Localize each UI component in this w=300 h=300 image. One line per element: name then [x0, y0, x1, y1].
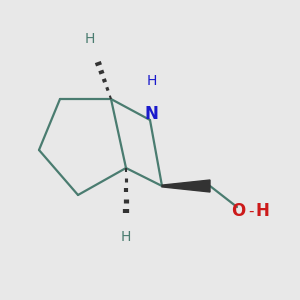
Polygon shape [162, 180, 210, 192]
Text: H: H [146, 74, 157, 88]
Text: H: H [121, 230, 131, 244]
Text: H: H [256, 202, 269, 220]
Text: N: N [145, 105, 158, 123]
Text: O: O [231, 202, 246, 220]
Text: H: H [85, 32, 95, 46]
Text: -: - [249, 204, 254, 219]
